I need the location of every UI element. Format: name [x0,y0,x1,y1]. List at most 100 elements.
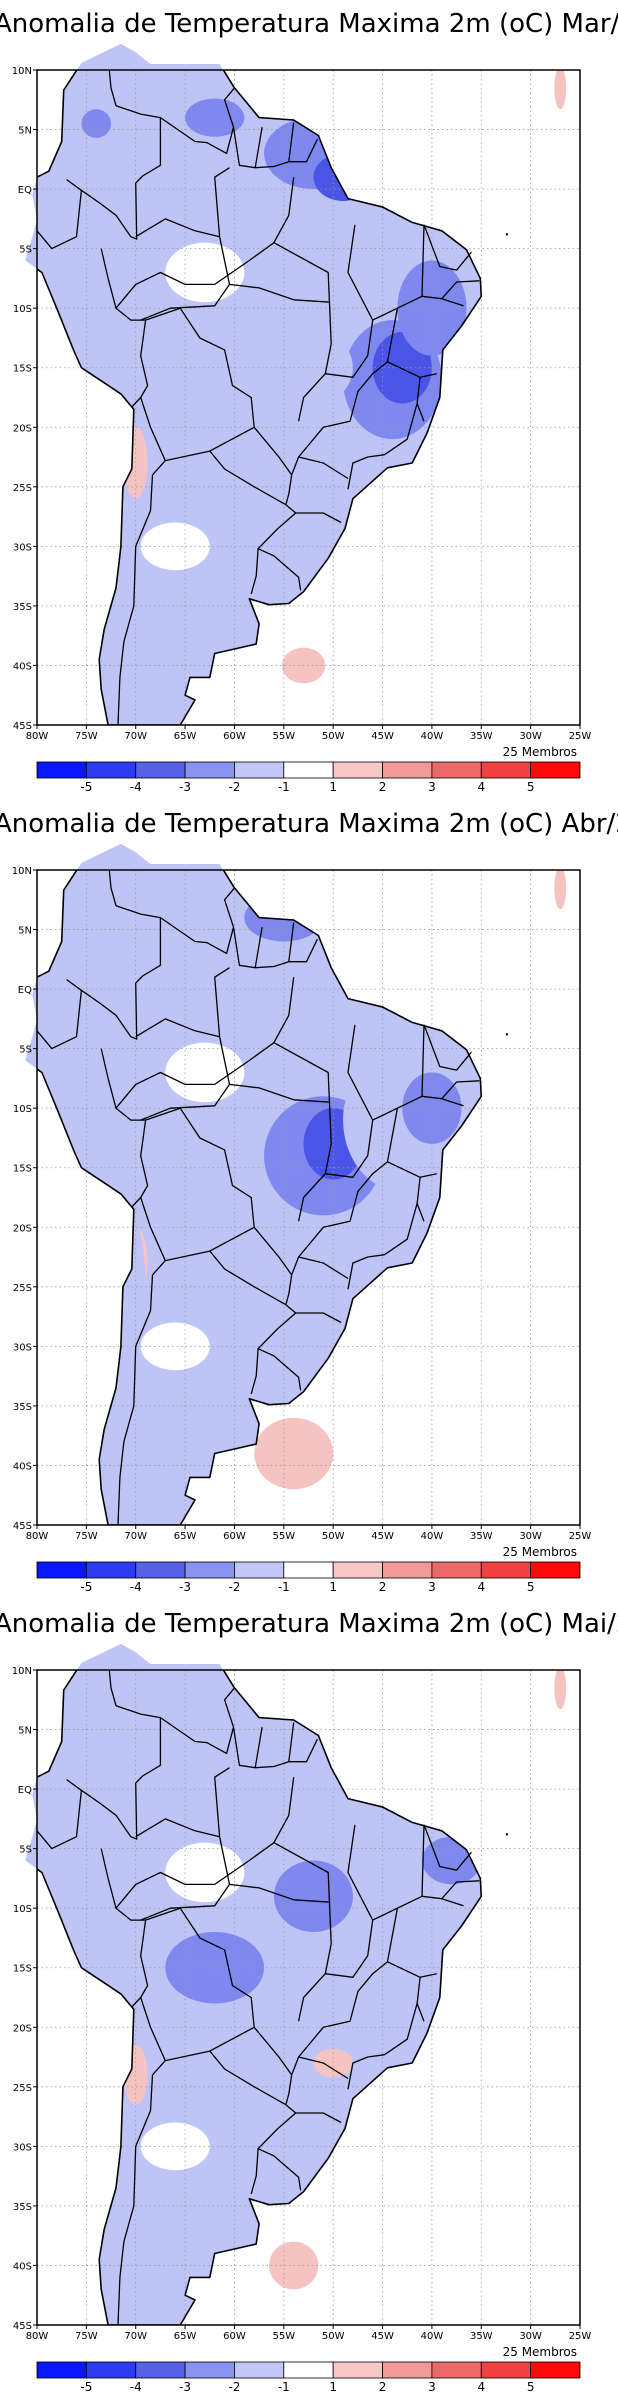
y-tick-label: EQ [18,185,32,196]
color-bar-segment [184,761,235,779]
anomaly-map: 80W 75W 70W 65W 60W 55W 50W 45W 40W 35W 30W 25W 10N 5… [12,43,591,794]
x-tick-label: 65W [174,1531,197,1542]
axis-labels: 80W 75W 70W 65W 60W 55W 50W 45W 40W 35W 30W 25W 10N 5… [12,866,592,1542]
color-bar-segment [135,1561,186,1579]
color-bar-label: 5 [527,2380,535,2394]
color-bar: -5 -4 -3 -2 -1 1 2 3 4 5 [36,761,581,794]
x-tick-label: 40W [421,1531,444,1542]
axis-labels: 80W 75W 70W 65W 60W 55W 50W 45W 40W 35W 30W 25W 10N 5… [12,1666,592,2342]
state-border [214,167,231,285]
y-tick-label: 10S [13,1104,32,1115]
map-panel-march: Anomalia de Temperatura Maxima 2m (oC) M… [0,0,618,800]
state-border [257,1348,302,1391]
members-label: 25 Membros [503,2345,577,2359]
x-tick-label: 35W [470,2331,493,2342]
y-tick-label: EQ [18,985,32,996]
state-border [441,1880,480,1900]
x-tick-label: 30W [519,731,542,742]
x-tick-label: 40W [421,2331,444,2342]
color-bar-label: -4 [130,2380,142,2394]
y-tick-label: 5S [19,1845,32,1856]
anomaly-map: 80W 75W 70W 65W 60W 55W 50W 45W 40W 35W 30W 25W 10N 5… [12,1643,592,2394]
color-bar-segment [135,2361,186,2379]
map-frame [36,69,581,726]
y-tick-label: 25S [13,1283,32,1294]
x-tick-label: 55W [273,2331,296,2342]
y-tick-label: EQ [18,1785,32,1796]
state-border [160,87,235,155]
state-border [298,456,349,480]
x-tick-label: 65W [174,731,197,742]
state-border [145,1907,255,2062]
color-bar-segment [85,1561,137,1579]
members-label: 25 Membros [503,1545,577,1559]
state-border [37,1790,83,1850]
y-tick-label: 40S [13,2261,32,2272]
state-border [209,426,293,506]
color-bar-segment [234,761,285,779]
x-tick-label: 80W [26,1531,49,1542]
state-border [145,307,255,462]
x-tick-label: 30W [519,2331,542,2342]
x-tick-label: 30W [519,1531,542,1542]
anomaly-contour [140,1322,210,1371]
anomaly-contour [56,1967,77,1992]
anomaly-contour [273,1860,353,1932]
state-border [160,1687,235,1755]
y-tick-label: 10N [12,66,32,77]
map-grid [37,870,580,1525]
color-bar-label: 5 [527,780,535,794]
anomaly-contour [140,2122,210,2171]
state-border [325,224,374,378]
state-border [423,224,472,271]
state-border [232,927,263,969]
state-border [295,512,342,524]
color-bar-label: -3 [179,780,191,794]
members-label: 25 Membros [503,745,577,759]
color-bar-segment [283,1561,334,1579]
x-tick-label: 60W [223,731,246,742]
x-tick-label: 50W [322,731,345,742]
color-bar-segment [480,2361,532,2379]
state-border [441,1080,480,1100]
x-tick-label: 55W [273,731,296,742]
map-grid [37,70,580,725]
color-bar-segment [283,2361,334,2379]
color-bar-label: -4 [130,780,142,794]
state-border [232,127,263,169]
y-tick-label: 10S [13,1904,32,1915]
color-bar-label: -5 [80,2380,92,2394]
state-border [250,504,297,595]
anomaly-contour [554,70,567,110]
x-tick-label: 45W [371,1531,394,1542]
state-border [372,1024,425,1121]
color-bar-label: 1 [329,1580,337,1594]
state-border [325,1024,374,1178]
map-grid [37,1670,580,2325]
state-border [423,1824,472,1871]
state-border [160,887,235,955]
y-tick-label: 5S [19,1045,32,1056]
state-border [66,70,162,240]
y-tick-label: 45S [13,1521,32,1532]
y-tick-label: 35S [13,2202,32,2213]
state-border [117,397,166,725]
island-marker [505,1033,509,1036]
state-border [214,977,295,1085]
state-border [372,224,425,321]
color-bar-segment [530,761,581,779]
color-bar-segment [530,2361,581,2379]
x-tick-label: 55W [273,1531,296,1542]
state-border [257,2148,302,2191]
state-border [288,938,318,963]
x-tick-label: 80W [26,731,49,742]
state-border [250,2104,297,2195]
color-bar-label: -5 [80,1580,92,1594]
anomaly-map: 80W 75W 70W 65W 60W 55W 50W 45W 40W 35W 30W 25W 10N 5… [12,843,592,1594]
color-bar-segment [234,1561,285,1579]
state-border [214,1777,295,1885]
state-border [115,1871,215,1909]
y-tick-label: 30S [13,542,32,553]
anomaly-contour [81,109,112,138]
color-bar-segment [332,2361,383,2379]
